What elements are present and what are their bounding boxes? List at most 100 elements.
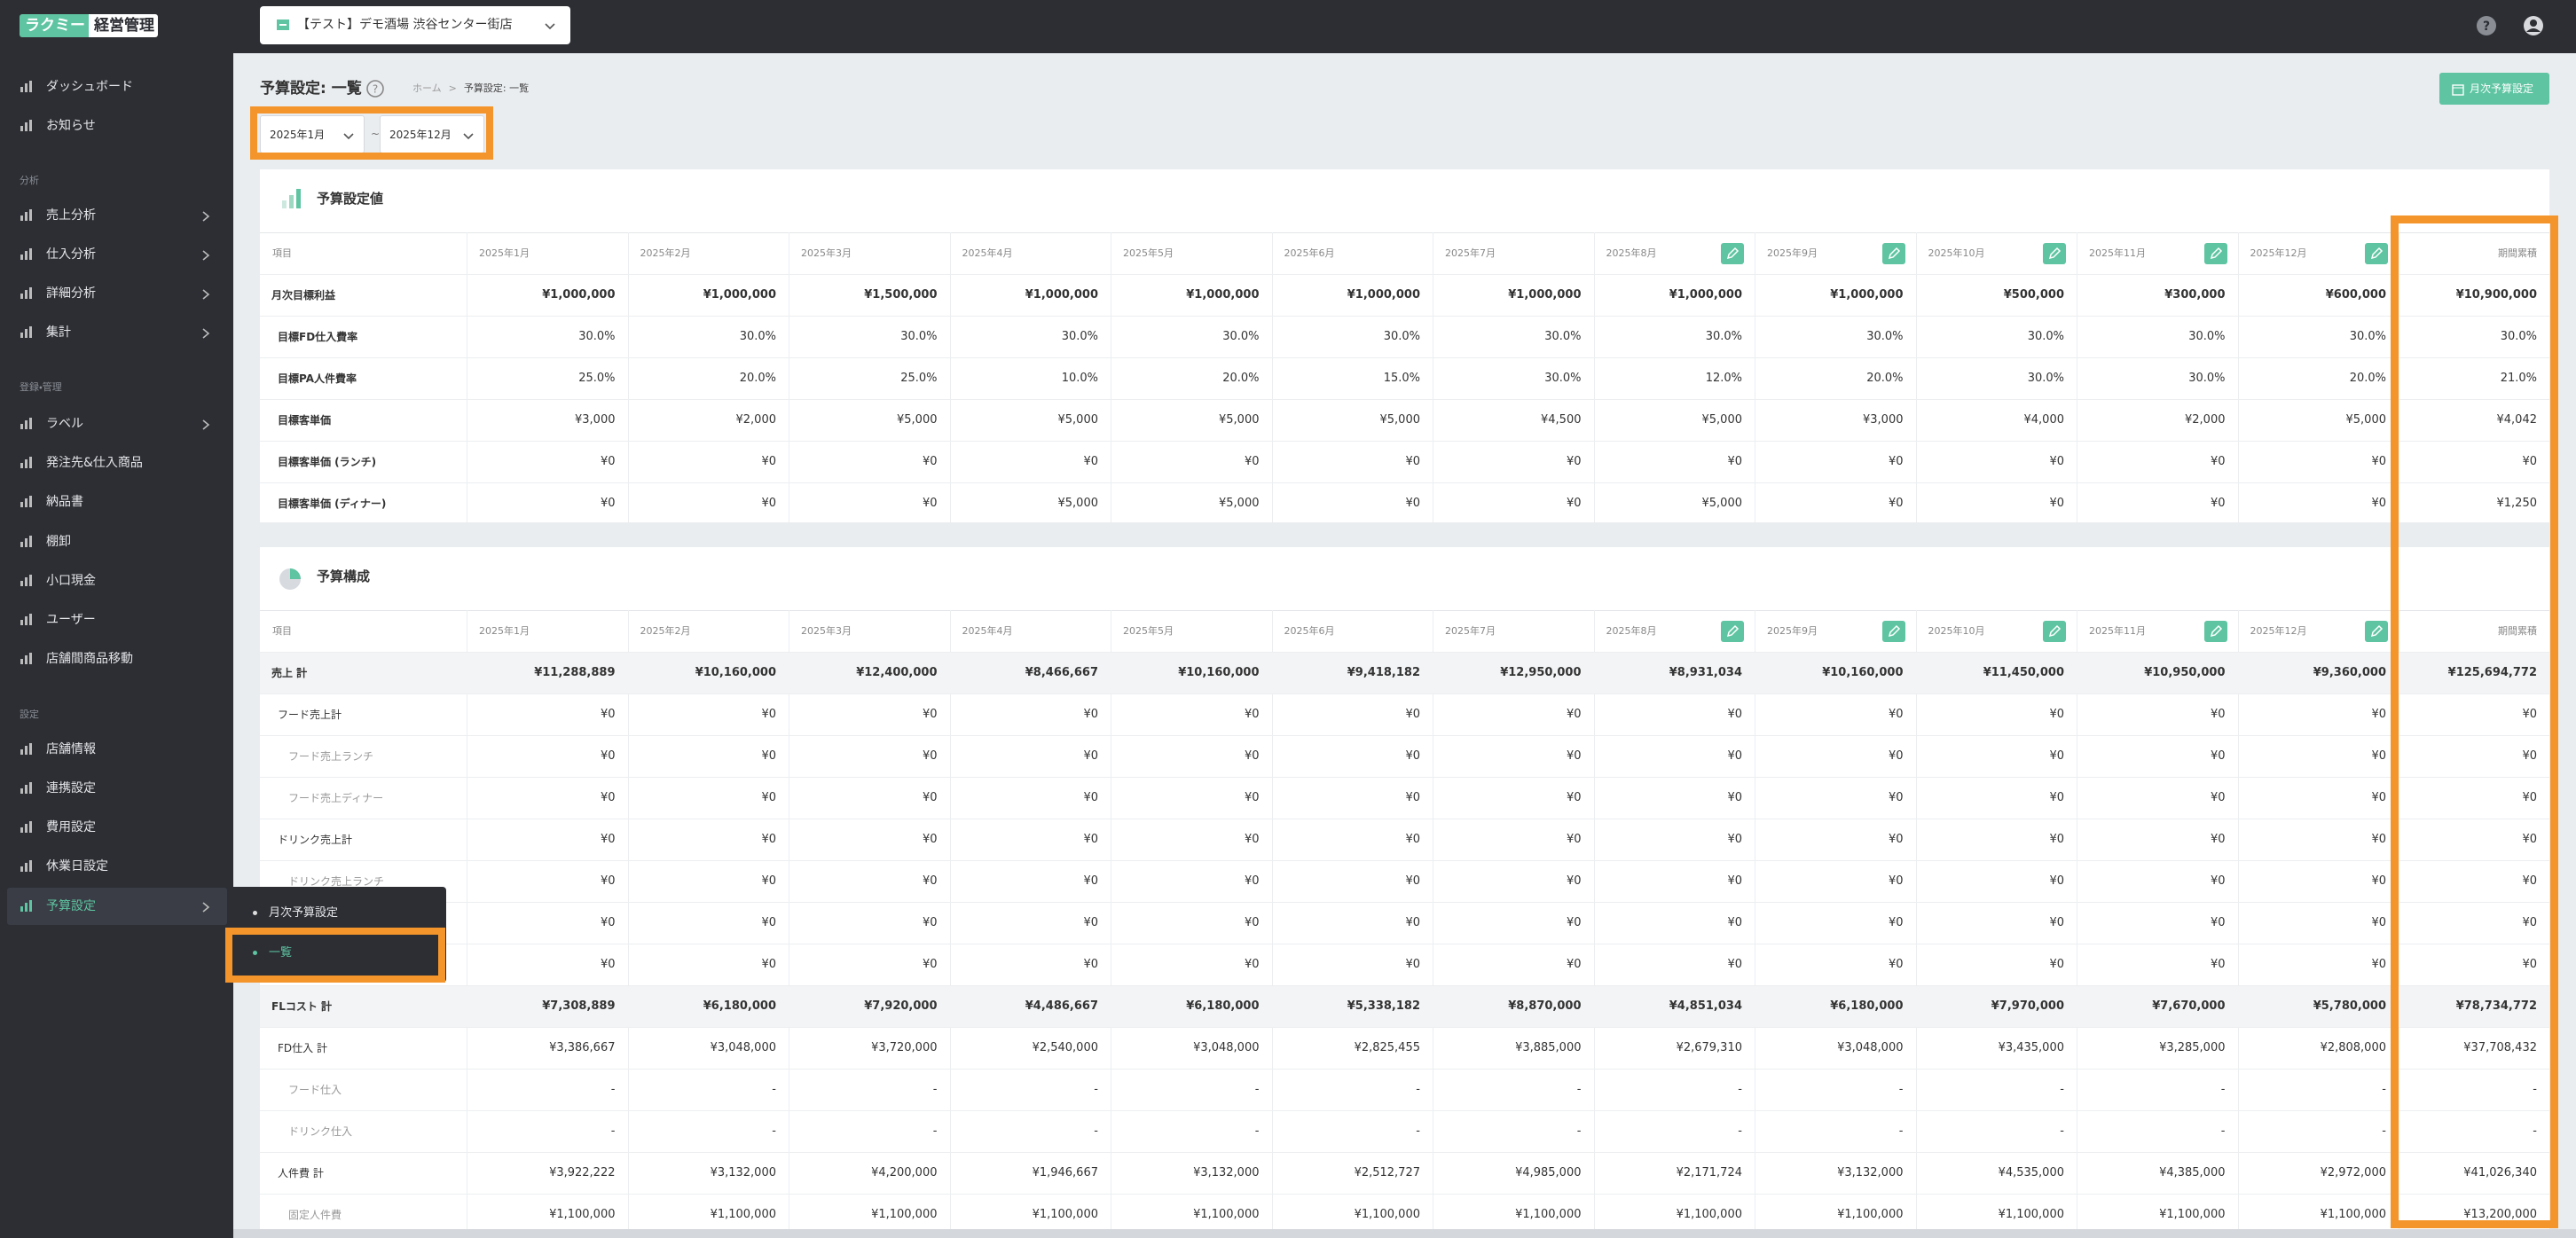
cell-value: ¥0 <box>1083 915 1098 929</box>
cell-value: ¥7,920,000 <box>864 999 938 1013</box>
row-rule <box>260 902 2549 903</box>
cell-value: ¥1,100,000 <box>1676 1207 1742 1221</box>
nav-icon <box>19 456 33 470</box>
nav-item[interactable]: 小口現金 <box>46 573 96 588</box>
cell-value: ¥2,679,310 <box>1676 1040 1742 1054</box>
column-header: 項目 <box>272 247 292 259</box>
cell-value: ¥2,972,000 <box>2320 1165 2386 1179</box>
breadcrumb[interactable]: ホーム <box>412 82 442 94</box>
nav-item[interactable]: 納品書 <box>46 495 83 510</box>
cell-value: ¥3,048,000 <box>710 1040 776 1054</box>
submenu-item[interactable]: 月次予算設定 <box>269 906 339 920</box>
nav-item[interactable]: 詳細分析 <box>46 286 96 302</box>
nav-item[interactable]: ユーザー <box>46 613 96 628</box>
row-rule <box>260 1027 2549 1028</box>
cell-value: 30.0% <box>1222 329 1260 343</box>
store-select[interactable]: 【テスト】デモ酒場 渋谷センター街店 <box>260 6 570 44</box>
nav-icon <box>19 859 33 874</box>
column-header: 2025年7月 <box>1445 624 1496 637</box>
cell-value: ¥0 <box>761 790 776 804</box>
cell-value: ¥1,100,000 <box>1837 1207 1904 1221</box>
cell-value: ¥0 <box>2210 454 2226 468</box>
nav-item[interactable]: 集計 <box>46 325 71 341</box>
row-label: 人件費 計 <box>278 1166 324 1179</box>
edit-button[interactable] <box>2203 242 2227 264</box>
nav-item[interactable]: 棚卸 <box>46 534 71 549</box>
cell-value: ¥8,870,000 <box>1508 999 1582 1013</box>
cell-value: ¥0 <box>600 454 616 468</box>
column-header: 2025年10月 <box>1928 247 1985 259</box>
nav-item[interactable]: 休業日設定 <box>46 859 108 874</box>
nav-item[interactable]: 連携設定 <box>46 780 96 795</box>
nav-item[interactable]: ダッシュボード <box>46 80 133 95</box>
cell-value: ¥3,922,222 <box>549 1165 616 1179</box>
cell-value: ¥10,160,000 <box>1822 665 1904 679</box>
edit-button[interactable] <box>2043 620 2066 642</box>
cell-value: ¥0 <box>1244 915 1260 929</box>
monthly-budget-button[interactable]: 月次予算設定 <box>2439 73 2549 105</box>
cell-value: ¥0 <box>600 915 616 929</box>
cell-value: ¥3,132,000 <box>1837 1165 1904 1179</box>
cell-value: 30.0% <box>2349 329 2386 343</box>
nav-icon <box>19 247 33 262</box>
user-icon <box>2522 14 2545 37</box>
row-label: 固定人件費 <box>288 1208 342 1221</box>
column-header: 2025年4月 <box>962 624 1013 637</box>
nav-item[interactable]: 店舗間商品移動 <box>46 652 133 667</box>
nav-item[interactable]: ラベル <box>46 416 83 431</box>
range-to-select[interactable]: 2025年12月 <box>380 115 484 153</box>
cell-value: ¥0 <box>1727 707 1742 721</box>
cell-value: ¥0 <box>1566 874 1582 888</box>
cell-value: ¥2,000 <box>2185 412 2226 427</box>
row-label: フード売上ランチ <box>288 749 374 763</box>
row-label: 売上 計 <box>271 666 308 679</box>
edit-button[interactable] <box>2365 242 2388 264</box>
column-divider <box>1593 232 1595 522</box>
cell-value: ¥3,000 <box>1863 412 1904 427</box>
nav-item[interactable]: 店舗情報 <box>46 741 96 756</box>
column-divider <box>627 610 629 1238</box>
cell-value: ¥0 <box>1083 790 1098 804</box>
edit-button[interactable] <box>1881 620 1905 642</box>
cell-value: ¥10,160,000 <box>1178 665 1260 679</box>
nav-item[interactable]: お知らせ <box>46 119 96 134</box>
cell-value: ¥3,132,000 <box>710 1165 776 1179</box>
cell-value: ¥0 <box>1566 832 1582 846</box>
edit-button[interactable] <box>2365 620 2388 642</box>
nav-item[interactable]: 予算設定 <box>46 898 96 913</box>
edit-button[interactable] <box>1881 242 1905 264</box>
nav-item[interactable]: 発注先&仕入商品 <box>46 456 143 471</box>
column-header: 2025年2月 <box>640 247 691 259</box>
nav-item[interactable]: 費用設定 <box>46 820 96 835</box>
app-name: 経営管理 <box>89 14 158 37</box>
cell-value: ¥0 <box>1888 707 1904 721</box>
cell-value: ¥11,288,889 <box>534 665 616 679</box>
cell-value: ¥7,970,000 <box>1991 999 2064 1013</box>
range-from-select[interactable]: 2025年1月 <box>260 115 365 153</box>
nav-item[interactable]: 売上分析 <box>46 208 96 223</box>
cell-value: ¥2,000 <box>735 412 777 427</box>
nav-item[interactable]: 仕入分析 <box>46 247 96 262</box>
cell-value: - <box>1738 1082 1742 1096</box>
row-label: 月次目標利益 <box>271 288 336 302</box>
edit-button[interactable] <box>1721 620 1744 642</box>
edit-button[interactable] <box>2203 620 2227 642</box>
cell-value: ¥125,694,772 <box>2447 665 2537 679</box>
cell-value: ¥1,000,000 <box>1186 287 1260 302</box>
edit-button[interactable] <box>2043 242 2066 264</box>
cell-value: ¥0 <box>1405 496 1420 510</box>
cell-value: ¥78,734,772 <box>2455 999 2537 1013</box>
active-item-bg <box>7 887 227 925</box>
edit-button[interactable] <box>1721 242 1744 264</box>
section-heading: 登録・管理 <box>20 381 62 394</box>
cell-value: ¥7,670,000 <box>2152 999 2226 1013</box>
cell-value: ¥0 <box>2522 874 2537 888</box>
cell-value: ¥0 <box>1405 748 1420 763</box>
cell-value: ¥0 <box>1405 874 1420 888</box>
submenu-item[interactable]: 一覧 <box>269 946 293 960</box>
row-label: フード売上計 <box>278 708 342 721</box>
cell-value: - <box>1898 1124 1904 1138</box>
cell-value: ¥0 <box>2371 790 2386 804</box>
cell-value: ¥0 <box>1083 874 1098 888</box>
button-label: 月次予算設定 <box>2470 82 2534 95</box>
